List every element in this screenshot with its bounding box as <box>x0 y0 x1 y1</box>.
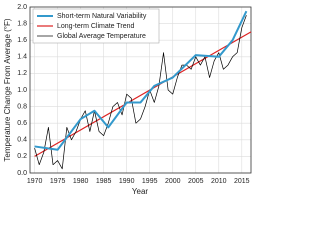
x-tick-label: 1980 <box>73 178 89 185</box>
legend-label: Short-term Natural Variability <box>57 13 147 20</box>
y-axis-label: Temperature Change From Average (°F) <box>3 18 12 161</box>
y-tick-label: 1.4 <box>17 54 27 61</box>
x-tick-label: 2010 <box>211 178 227 185</box>
y-tick-label: 0.6 <box>17 120 27 127</box>
y-tick-label: 0.8 <box>17 103 27 110</box>
legend-box <box>32 8 160 44</box>
x-tick-label: 1975 <box>50 178 66 185</box>
plot-frame <box>29 6 252 174</box>
legend-label: Long-term Climate Trend <box>57 23 135 30</box>
x-tick-label: 1990 <box>119 178 135 185</box>
y-tick-label: 1.8 <box>17 20 27 27</box>
x-tick-label: 1985 <box>96 178 112 185</box>
x-tick-label: 2005 <box>188 178 204 185</box>
y-tick-label: 0.0 <box>17 170 27 177</box>
y-tick-label: 1.0 <box>17 87 27 94</box>
series-line <box>34 15 247 170</box>
y-tick-label: 0.4 <box>17 137 27 144</box>
chart: Year Temperature Change From Average (°F… <box>3 4 252 196</box>
legend-label: Global Average Temperature <box>57 33 146 40</box>
x-tick-label: 2015 <box>234 178 250 185</box>
series-line <box>34 10 248 151</box>
y-tick-label: 2.0 <box>17 4 27 11</box>
y-tick-label: 0.2 <box>17 153 27 160</box>
x-tick-label: 2000 <box>165 178 181 185</box>
x-axis-label: Year <box>132 187 149 196</box>
x-tick-label: 1995 <box>142 178 158 185</box>
y-tick-label: 1.2 <box>17 70 27 77</box>
x-tick-label: 1970 <box>27 178 43 185</box>
series-line <box>34 31 252 157</box>
y-tick-label: 1.6 <box>17 37 27 44</box>
